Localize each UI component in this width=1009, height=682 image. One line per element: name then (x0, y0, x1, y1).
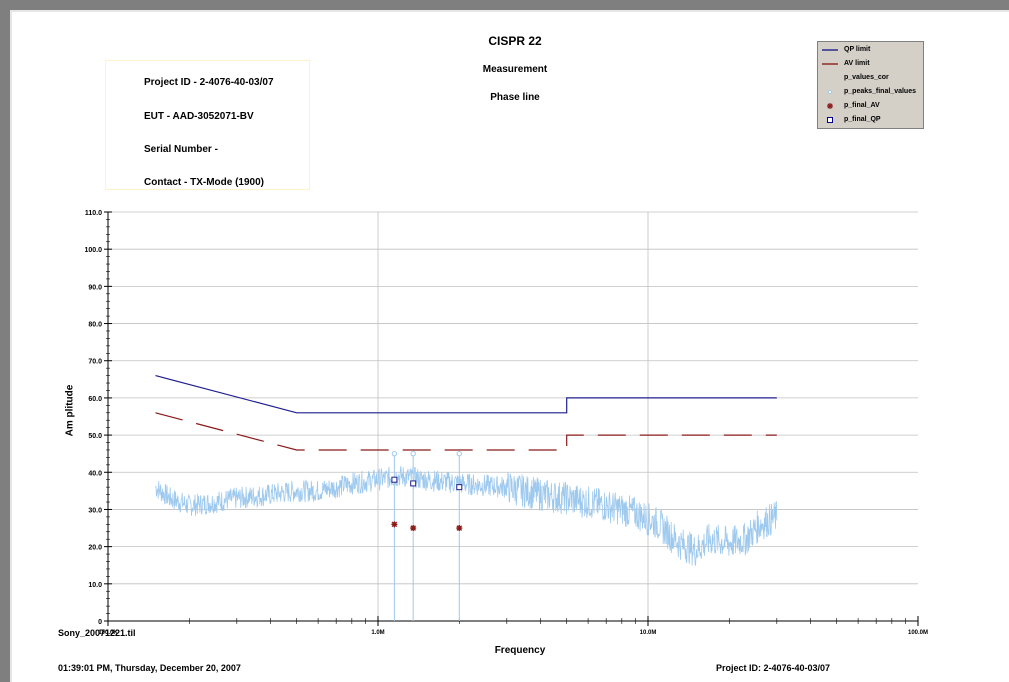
legend-symbol-icon (827, 89, 833, 95)
y-tick-label: 50.0 (88, 433, 102, 440)
legend-symbol-icon (822, 49, 838, 51)
legend-item: AV limit (818, 59, 923, 70)
info-box: Project ID - 2-4076-40-03/07 EUT - AAD-3… (105, 60, 310, 190)
y-tick-label: 100.0 (84, 247, 102, 254)
y-tick-label: 0 (98, 619, 102, 626)
legend-item: p_values_cor (818, 73, 923, 84)
legend-label: p_final_QP (844, 116, 881, 123)
y-tick-label: 90.0 (88, 284, 102, 291)
peak-marker (410, 450, 416, 457)
trace-p-values-cor (155, 466, 778, 567)
serial-number: Serial Number - (144, 144, 218, 155)
legend-item: p_final_AV (818, 101, 923, 112)
final-av-marker (410, 525, 417, 532)
av-limit-line (155, 412, 777, 451)
x-tick-label: 100.0K (98, 630, 118, 636)
final-av-marker (456, 525, 463, 532)
timestamp: 01:39:01 PM, Thursday, December 20, 2007 (58, 663, 241, 673)
footer-project-id: Project ID: 2-4076-40-03/07 (716, 663, 831, 673)
chart-legend: QP limit AV limit p_values_cor p_peaks_fina… (817, 41, 924, 129)
legend-label: p_final_AV (844, 102, 880, 109)
x-tick-label: 10.0M (640, 630, 657, 636)
y-tick-label: 80.0 (88, 322, 102, 329)
peak-marker (391, 450, 398, 457)
final-qp-marker (391, 476, 398, 483)
final-qp-marker (456, 484, 463, 491)
legend-item: QP limit (818, 45, 923, 56)
chart-title: CISPR 22 (488, 34, 542, 48)
trace-label: Phase line (490, 92, 540, 103)
y-tick-label: 30.0 (88, 507, 102, 514)
y-tick-label: 20.0 (88, 545, 102, 552)
legend-symbol-icon (827, 117, 833, 123)
project-id: Project ID - 2-4076-40-03/07 (144, 77, 274, 88)
x-tick-label: 1.0M (371, 630, 384, 636)
legend-label: AV limit (844, 60, 870, 67)
final-qp-marker (410, 480, 417, 487)
y-tick-label: 110.0 (85, 210, 102, 217)
y-tick-label: 70.0 (88, 359, 102, 366)
y-tick-label: 10.0 (88, 582, 102, 589)
legend-symbol-icon (822, 63, 838, 65)
legend-item: p_final_QP (818, 115, 923, 126)
y-axis-label: Am plitude (64, 384, 76, 437)
y-tick-label: 60.0 (88, 396, 102, 403)
file-name: Sony_20071221.til (58, 628, 136, 638)
legend-symbol-icon (827, 103, 833, 109)
contact: Contact - TX-Mode (1900) (144, 177, 265, 188)
x-tick-label: 100.0M (908, 630, 928, 636)
qp-limit-line (155, 375, 777, 414)
eut: EUT - AAD-3052071-BV (144, 111, 254, 122)
chart-subtitle: Measurement (482, 64, 548, 75)
legend-label: QP limit (844, 46, 871, 53)
peak-marker (456, 450, 462, 457)
legend-item: p_peaks_final_values (818, 87, 923, 98)
y-tick-label: 40.0 (88, 470, 102, 477)
x-axis-label: Frequency (494, 645, 546, 656)
legend-label: p_peaks_final_values (844, 88, 916, 95)
final-av-marker (391, 521, 398, 528)
legend-label: p_values_cor (844, 74, 889, 81)
